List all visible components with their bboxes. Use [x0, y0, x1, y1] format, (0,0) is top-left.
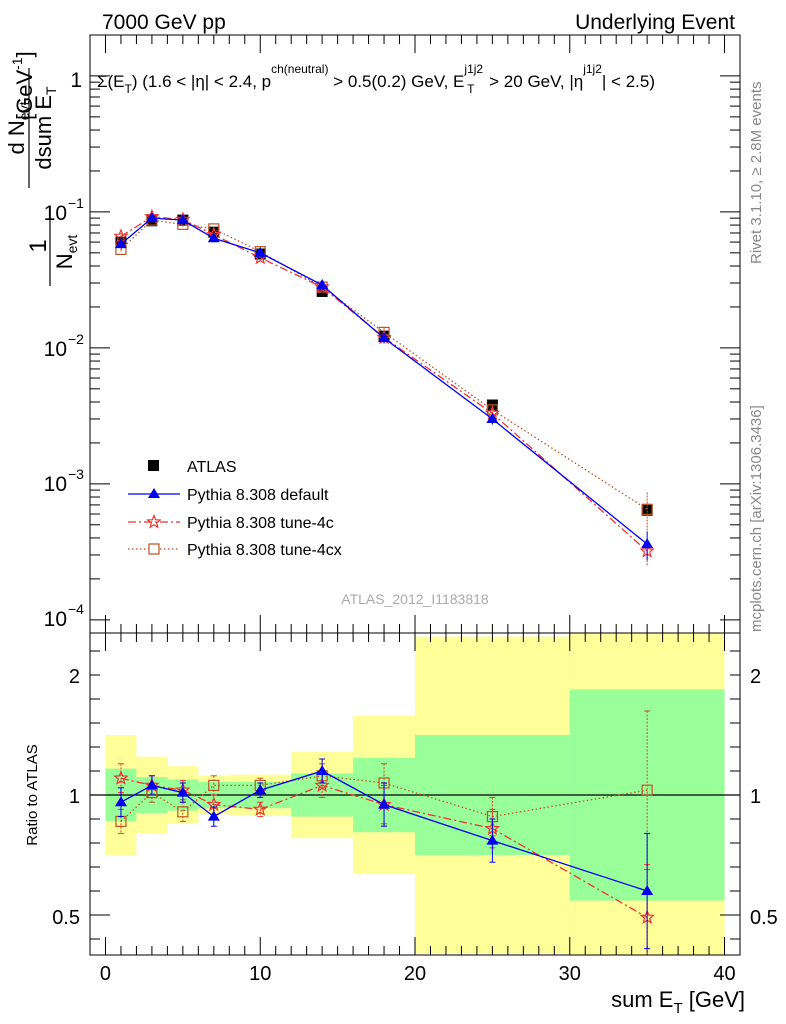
legend-entry-tune4cx: Pythia 8.308 tune-4cx	[128, 542, 342, 559]
main-ytick-0.01: 10 −2	[44, 331, 85, 361]
ratio-ytick-left-0.5: 0.5	[52, 907, 80, 929]
svg-text:10: 10	[44, 202, 67, 225]
main-point-pythia-8-308-default	[176, 214, 189, 225]
main-ticks	[90, 34, 740, 633]
ratio-ytick-right-0.5: 0.5	[750, 907, 778, 929]
svg-text:10: 10	[44, 473, 67, 496]
legend-label-tune4cx: Pythia 8.308 tune-4cx	[187, 542, 342, 559]
xtick-label-20: 20	[404, 963, 426, 985]
main-panel: 1 10 −1 10 −2 10 −3 10 −4 Σ(ET) (1.6 < |…	[4, 34, 741, 634]
legend-label-tune4c: Pythia 8.308 tune-4c	[187, 515, 334, 532]
main-point-atlas	[208, 226, 220, 238]
legend-entry-tune4c: Pythia 8.308 tune-4c	[128, 513, 334, 532]
chart-title: Σ(ET) (1.6 < |η| < 2.4, pch(neutral) > 0…	[97, 62, 655, 96]
ratio-point-pythia-8-308-default	[641, 885, 654, 895]
svg-text:10: 10	[44, 608, 67, 631]
main-point-pythia-8-308-default	[486, 412, 499, 423]
ratio-point-pythia-8-308-default	[486, 834, 499, 845]
xlabel: sum ET [GeV]	[611, 987, 745, 1017]
legend-marker-default	[148, 488, 160, 498]
main-ytick-1: 1	[70, 69, 82, 92]
main-point-pythia-8-308-default	[378, 332, 391, 343]
ratio-point-pythia-8-308-tune-4cx	[208, 779, 220, 792]
rivet-label: Rivet 3.1.10, ≥ 2.8M events	[748, 82, 765, 265]
ratio-point-pythia-8-308-default	[207, 810, 220, 821]
legend: ATLAS Pythia 8.308 default Pythia 8.308 …	[128, 459, 342, 559]
main-point-pythia-8-308-default	[145, 212, 158, 223]
xtick-label-10: 10	[249, 963, 271, 985]
ratio-bands	[105, 633, 725, 955]
legend-label-atlas: ATLAS	[187, 459, 237, 476]
ratio-point-pythia-8-308-tune-4c	[314, 777, 330, 793]
main-point-pythia-8-308-tune-4cx	[641, 503, 653, 515]
ratio-ytick-left-2: 2	[69, 666, 80, 688]
legend-marker-tune4cx	[148, 543, 160, 555]
legend-marker-atlas	[148, 460, 159, 471]
ratio-point-pythia-8-308-default	[378, 798, 391, 809]
header-right: Underlying Event	[575, 11, 735, 34]
ratio-point-pythia-8-308-default	[145, 779, 158, 790]
ratio-point-pythia-8-308-tune-4cx	[641, 784, 653, 796]
xtick-label-40: 40	[713, 963, 735, 985]
ratio-frame	[89, 632, 741, 956]
svg-text:dsum ET: dsum ET	[31, 86, 59, 170]
ratio-ylabel: Ratio to ATLAS	[24, 744, 41, 845]
main-series	[113, 208, 655, 566]
main-point-pythia-8-308-default	[316, 279, 329, 290]
ratio-point-pythia-8-308-default	[316, 765, 329, 775]
main-point-pythia-8-308-tune-4c	[314, 278, 330, 294]
ratio-ticks	[90, 633, 740, 955]
svg-text:−4: −4	[68, 601, 84, 617]
main-ylabel-unit: [GeV-1]	[9, 51, 37, 120]
main-point-atlas	[641, 504, 653, 516]
ratio-ytick-left-1: 1	[69, 786, 80, 808]
svg-text:−3: −3	[68, 466, 84, 482]
svg-text:−1: −1	[68, 195, 84, 211]
legend-marker-tune4c	[146, 513, 162, 529]
ratio-point-pythia-8-308-default	[114, 796, 127, 807]
svg-text:d Nevt: d Nevt	[4, 101, 32, 154]
main-plot-area	[90, 35, 740, 633]
svg-text:[GeV-1]: [GeV-1]	[9, 51, 37, 120]
legend-entry-atlas: ATLAS	[148, 459, 237, 476]
xtick-labels: 0 10 20 30 40	[100, 963, 736, 985]
ratio-ytick-right-1: 1	[750, 786, 761, 808]
main-point-pythia-8-308-default	[254, 246, 267, 257]
ratio-point-pythia-8-308-tune-4c	[252, 801, 268, 817]
ratio-point-pythia-8-308-default	[176, 786, 189, 797]
xtick-label-0: 0	[100, 963, 111, 985]
main-ytick-0.001: 10 −3	[44, 466, 85, 496]
legend-entry-default: Pythia 8.308 default	[128, 487, 329, 504]
mcplots-label: mcplots.cern.ch [arXiv:1306.3436]	[748, 405, 765, 632]
xtick-label-30: 30	[559, 963, 581, 985]
ratio-ytick-right-2: 2	[750, 666, 761, 688]
ratio-point-pythia-8-308-tune-4c	[113, 770, 129, 785]
main-point-pythia-8-308-default	[114, 238, 127, 249]
ratio-point-pythia-8-308-tune-4cx	[177, 806, 189, 818]
svg-text:−2: −2	[68, 331, 84, 347]
ratio-series	[113, 710, 655, 956]
ratio-panel: 2 1 0.5 2 1 0.5 Ratio to ATLAS 0 10 20 30 40…	[24, 632, 778, 1017]
analysis-watermark: ATLAS_2012_I1183818	[341, 591, 489, 607]
legend-label-default: Pythia 8.308 default	[187, 487, 329, 504]
svg-text:10: 10	[44, 338, 67, 361]
main-line-pythia-8-308-tune-4c	[120, 216, 648, 552]
svg-text:Σ(ET) (1.6 < |η| < 2.4, pch(ne: Σ(ET) (1.6 < |η| < 2.4, pch(neutral) > 0…	[97, 62, 655, 96]
header-left: 7000 GeV pp	[102, 11, 226, 34]
svg-text:1: 1	[25, 239, 52, 252]
main-point-atlas	[316, 285, 328, 297]
ratio-point-pythia-8-308-default	[254, 784, 267, 795]
svg-text:Nevt: Nevt	[52, 235, 80, 270]
main-point-pythia-8-308-default	[207, 232, 220, 243]
main-ylabel-fraction: d Nevt dsum ET	[4, 68, 59, 188]
main-point-pythia-8-308-default	[641, 538, 654, 549]
main-ytick-0.0001: 10 −4	[44, 601, 85, 631]
main-ylabel: 1 Nevt	[25, 206, 80, 286]
